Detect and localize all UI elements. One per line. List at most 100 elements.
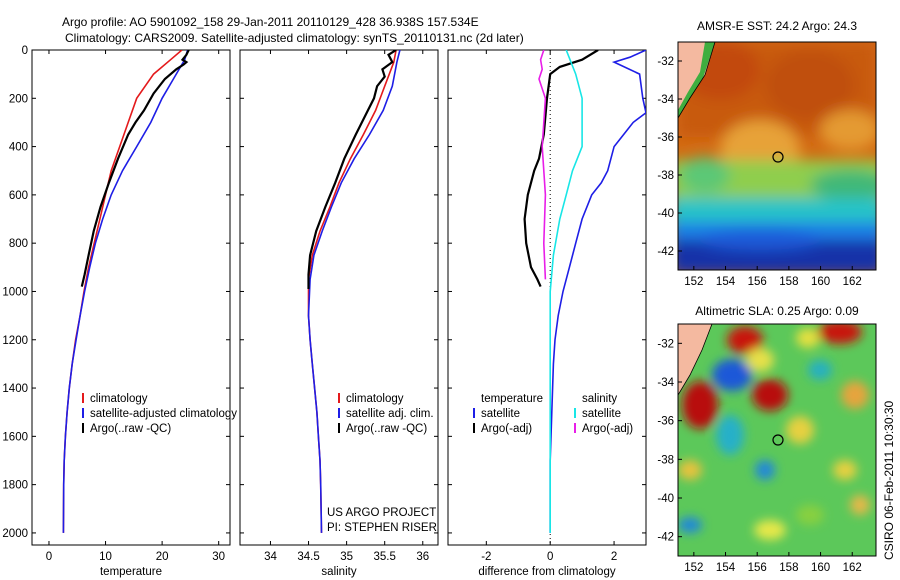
legend-entry: satellite adj. clim. xyxy=(346,408,434,420)
sst-map-frame xyxy=(677,41,877,271)
x-axis-label: difference from climatology xyxy=(478,566,615,578)
legend: climatology satellite-adjusted climatolog… xyxy=(82,393,237,435)
y-tick-label: 1200 xyxy=(2,335,28,347)
x-tick-label: 35 xyxy=(340,551,353,563)
figure-title-line2: Climatology: CARS2009. Satellite-adjuste… xyxy=(65,31,524,45)
sst-profile-location-marker xyxy=(772,151,784,163)
legend-entry: Argo(..raw -QC) xyxy=(90,423,171,435)
x-tick-label: 35.5 xyxy=(373,551,395,563)
series-line-argo-raw-qc- xyxy=(80,50,190,287)
y-tick-label: 1600 xyxy=(2,431,28,443)
y-tick-label: 0 xyxy=(22,45,28,57)
y-tick-label: -32 xyxy=(657,338,674,350)
x-tick-label: 2 xyxy=(611,551,617,563)
y-tick-label: 800 xyxy=(9,238,28,250)
sla-map-panel: Altimetric SLA: 0.25 Argo: 0.09 xyxy=(657,304,877,574)
legend-entry: Argo(-adj) xyxy=(481,423,532,435)
x-tick-label: 0 xyxy=(547,551,553,563)
legend-entry: climatology xyxy=(90,393,148,405)
x-tick-label: 158 xyxy=(779,276,798,288)
series-lines xyxy=(62,50,190,533)
sst-map-title: AMSR-E SST: 24.2 Argo: 24.3 xyxy=(697,19,857,33)
salinity-profile-panel: 34 34.5 35 35.5 36 salinity climatology satelli… xyxy=(239,49,439,578)
figure-title-line1: Argo profile: AO 5901092_158 29-Jan-2011… xyxy=(62,15,479,29)
legend-entry: satellite xyxy=(582,408,621,420)
y-tick-label: -38 xyxy=(657,170,674,182)
series-line-satellite-adj-clim- xyxy=(307,50,401,533)
series-line-argo-adj- xyxy=(523,50,599,288)
x-tick-label: 162 xyxy=(843,562,862,574)
series-line-satellite xyxy=(549,50,646,533)
difference-profile-panel: -2 0 2 difference from climatology temperatu… xyxy=(447,49,647,578)
legend-entry: Argo(-adj) xyxy=(582,423,633,435)
legend-entry: temperature xyxy=(481,393,543,405)
y-tick-label: 2000 xyxy=(2,528,28,540)
x-axis-label: salinity xyxy=(321,566,356,578)
sst-map-panel: AMSR-E SST: 24.2 Argo: 24.3 xyxy=(657,19,877,288)
legend-entry: salinity xyxy=(582,393,617,405)
plot-frame xyxy=(447,49,647,546)
series-line-argo-adj- xyxy=(538,50,547,280)
x-tick-label: 152 xyxy=(684,562,703,574)
temperature-profile-panel: 0 200 400 600 800 1000 1200 1400 1600 1800 2000 0 10… xyxy=(2,45,237,578)
x-tick-label: 154 xyxy=(716,562,736,574)
series-line-argo-raw-qc- xyxy=(307,50,397,289)
x-tick-label: 156 xyxy=(748,562,767,574)
x-tick-label: 34.5 xyxy=(297,551,319,563)
sla-profile-location-marker xyxy=(772,434,784,446)
legend-entry: climatology xyxy=(346,393,404,405)
y-tick-label: -34 xyxy=(657,377,674,389)
x-tick-label: 0 xyxy=(46,551,52,563)
y-tick-label: -36 xyxy=(657,132,674,144)
x-tick-label: 30 xyxy=(212,551,225,563)
panel-annotation: US ARGO PROJECT xyxy=(327,507,436,519)
y-tick-label: 200 xyxy=(9,93,28,105)
x-tick-label: 154 xyxy=(716,276,736,288)
x-tick-label: 20 xyxy=(156,551,169,563)
x-tick-label: 36 xyxy=(416,551,429,563)
plot-frame xyxy=(239,49,439,546)
y-tick-label: -38 xyxy=(657,454,674,466)
x-tick-label: 10 xyxy=(99,551,112,563)
x-tick-label: 34 xyxy=(264,551,277,563)
series-lines xyxy=(523,50,646,533)
y-tick-label: 1800 xyxy=(2,480,28,492)
x-tick-label: 160 xyxy=(811,276,830,288)
legend-entry: Argo(..raw -QC) xyxy=(346,423,427,435)
legend-entry: satellite xyxy=(481,408,520,420)
panel-annotation: PI: STEPHEN RISER xyxy=(327,522,437,534)
x-tick-label: 158 xyxy=(779,562,798,574)
y-tick-label: 1000 xyxy=(2,286,28,298)
legend: climatology satellite adj. clim. Argo(..ra… xyxy=(338,393,434,435)
y-tick-label: -42 xyxy=(657,246,674,258)
y-tick-label: -42 xyxy=(657,532,674,544)
x-tick-label: 156 xyxy=(748,276,767,288)
x-tick-label: 160 xyxy=(811,562,830,574)
csiro-credit: CSIRO 06-Feb-2011 10:30:30 xyxy=(882,400,896,560)
y-tick-label: -34 xyxy=(657,94,674,106)
y-tick-label: 1400 xyxy=(2,383,28,395)
x-tick-label: -2 xyxy=(481,551,491,563)
y-tick-label: -40 xyxy=(657,208,674,220)
series-line-satellite xyxy=(549,50,583,533)
plot-frame xyxy=(31,49,231,546)
legend-entry: satellite-adjusted climatology xyxy=(90,408,237,420)
sst-heatmap-field xyxy=(678,42,876,270)
x-tick-label: 152 xyxy=(684,276,703,288)
series-line-satellite-adjusted-climatology xyxy=(62,50,189,533)
y-tick-label: 600 xyxy=(9,190,28,202)
sla-map-title: Altimetric SLA: 0.25 Argo: 0.09 xyxy=(695,304,859,318)
sla-map-axes: 152 154 156 158 160 162 -32 -34 -36 -38 -40 -42 xyxy=(657,338,861,574)
x-axis-label: temperature xyxy=(100,566,162,578)
sla-map-frame xyxy=(677,323,877,557)
x-tick-label: 162 xyxy=(843,276,862,288)
y-tick-label: -40 xyxy=(657,493,674,505)
y-tick-label: -36 xyxy=(657,416,674,428)
series-lines xyxy=(307,50,401,533)
sla-heatmap-field xyxy=(678,324,876,556)
legend: temperature satellite Argo(-adj) salinity sa… xyxy=(473,393,633,435)
y-tick-label: -32 xyxy=(657,56,674,68)
y-tick-label: 400 xyxy=(9,142,28,154)
sst-map-axes: 152 154 156 158 160 162 -32 -34 -36 -38 -40 -42 xyxy=(657,56,861,288)
